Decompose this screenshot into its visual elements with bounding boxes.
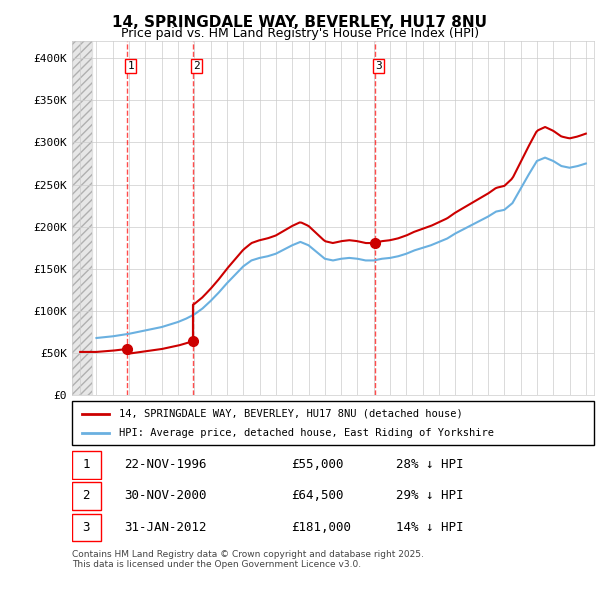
Text: 29% ↓ HPI: 29% ↓ HPI <box>395 489 463 503</box>
Text: 2: 2 <box>82 489 90 503</box>
Text: 1: 1 <box>82 458 90 471</box>
Text: Price paid vs. HM Land Registry's House Price Index (HPI): Price paid vs. HM Land Registry's House … <box>121 27 479 40</box>
FancyBboxPatch shape <box>72 451 101 478</box>
Text: Contains HM Land Registry data © Crown copyright and database right 2025.
This d: Contains HM Land Registry data © Crown c… <box>72 550 424 569</box>
Text: £64,500: £64,500 <box>291 489 344 503</box>
Text: HPI: Average price, detached house, East Riding of Yorkshire: HPI: Average price, detached house, East… <box>119 428 494 438</box>
Text: 1: 1 <box>127 61 134 71</box>
FancyBboxPatch shape <box>72 514 101 541</box>
Text: 30-NOV-2000: 30-NOV-2000 <box>124 489 206 503</box>
Text: £55,000: £55,000 <box>291 458 344 471</box>
Text: 28% ↓ HPI: 28% ↓ HPI <box>395 458 463 471</box>
FancyBboxPatch shape <box>72 483 101 510</box>
Text: 3: 3 <box>82 520 90 534</box>
Bar <box>72 41 92 395</box>
Text: 31-JAN-2012: 31-JAN-2012 <box>124 520 206 534</box>
Text: 22-NOV-1996: 22-NOV-1996 <box>124 458 206 471</box>
Text: 3: 3 <box>375 61 382 71</box>
Text: 14% ↓ HPI: 14% ↓ HPI <box>395 520 463 534</box>
Text: 14, SPRINGDALE WAY, BEVERLEY, HU17 8NU (detached house): 14, SPRINGDALE WAY, BEVERLEY, HU17 8NU (… <box>119 409 463 418</box>
Text: £181,000: £181,000 <box>291 520 351 534</box>
Text: 2: 2 <box>193 61 200 71</box>
Text: 14, SPRINGDALE WAY, BEVERLEY, HU17 8NU: 14, SPRINGDALE WAY, BEVERLEY, HU17 8NU <box>113 15 487 30</box>
FancyBboxPatch shape <box>72 401 594 445</box>
Bar <box>72 41 92 395</box>
